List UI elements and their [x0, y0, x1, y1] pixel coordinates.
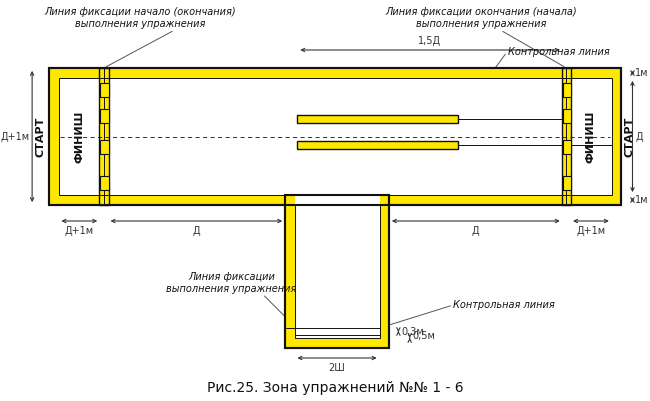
Text: Д: Д — [635, 132, 643, 142]
Text: Рис.25. Зона упражнений №№ 1 - 6: Рис.25. Зона упражнений №№ 1 - 6 — [207, 381, 463, 395]
Bar — [58, 78, 612, 195]
Bar — [49, 68, 621, 205]
Text: ФИНИШ: ФИНИШ — [74, 110, 85, 163]
Text: 2Ш: 2Ш — [329, 363, 345, 373]
Bar — [563, 109, 571, 123]
Text: 1,5Д: 1,5Д — [419, 36, 441, 46]
Text: 1м: 1м — [635, 195, 649, 205]
Text: Контрольная линия: Контрольная линия — [453, 300, 555, 310]
Text: Контрольная линия: Контрольная линия — [508, 47, 610, 57]
Bar — [58, 78, 612, 195]
Text: Линия фиксации
выполнения упражнения: Линия фиксации выполнения упражнения — [166, 272, 296, 294]
Text: Линия фиксации начало (окончания)
выполнения упражнения: Линия фиксации начало (окончания) выполн… — [44, 7, 235, 29]
Bar — [285, 195, 389, 348]
Bar — [298, 140, 458, 148]
Text: ФИНИШ: ФИНИШ — [586, 110, 596, 163]
Bar — [298, 115, 458, 122]
Bar — [563, 176, 571, 190]
Bar — [100, 176, 109, 190]
Text: 1,5Ш: 1,5Ш — [468, 122, 494, 132]
Bar — [563, 83, 571, 97]
Bar — [563, 140, 571, 154]
Bar — [294, 205, 380, 338]
Text: Д+1м: Д+1м — [577, 226, 606, 236]
Bar — [100, 109, 109, 123]
Text: Д: Д — [192, 226, 200, 236]
Bar — [100, 83, 109, 97]
Text: СТАРТ: СТАРТ — [625, 116, 635, 157]
Text: 0,5м: 0,5м — [413, 332, 436, 342]
Text: Д: Д — [472, 226, 480, 236]
Text: 1м: 1м — [635, 68, 649, 78]
Text: 0,3м: 0,3м — [401, 326, 424, 336]
Bar — [562, 68, 571, 205]
Bar — [294, 205, 380, 338]
Bar — [49, 68, 621, 205]
Text: Д+1м: Д+1м — [0, 132, 29, 142]
Bar — [294, 205, 380, 338]
Bar — [58, 78, 612, 195]
Text: Линия фиксации окончания (начала)
выполнения упражнения: Линия фиксации окончания (начала) выполн… — [385, 7, 577, 29]
Bar — [99, 68, 109, 205]
Text: СТАРТ: СТАРТ — [35, 116, 46, 157]
Bar — [100, 140, 109, 154]
Bar — [285, 195, 389, 348]
Bar — [294, 195, 380, 205]
Text: Д+1м: Д+1м — [65, 226, 94, 236]
